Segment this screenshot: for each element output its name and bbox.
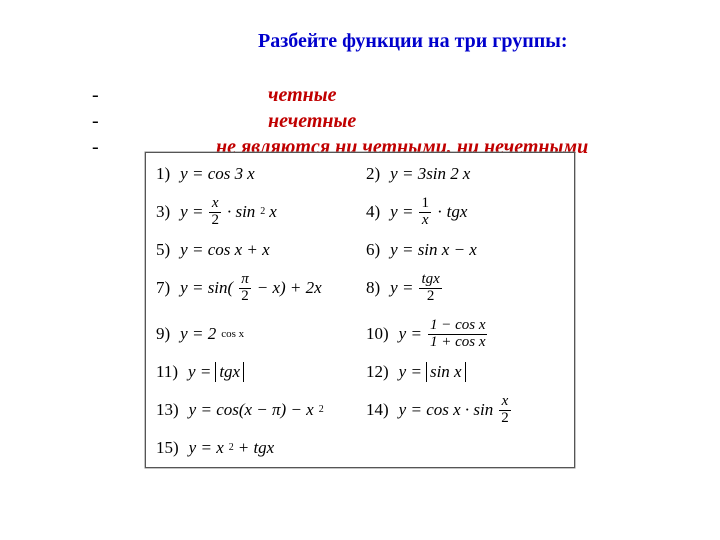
frac-bot: 2 xyxy=(209,213,221,229)
formula-row: 7) y = sin( π 2 − x) + 2x 8) y = tgx 2 xyxy=(156,265,568,311)
formula-text: y = cos(x − π) − x xyxy=(189,400,314,420)
formula-number: 7) xyxy=(156,278,170,298)
page: Разбейте функции на три группы: -четные … xyxy=(0,0,720,540)
formula-text: − x) + 2x xyxy=(257,278,322,298)
formula-number: 13) xyxy=(156,400,179,420)
page-title: Разбейте функции на три группы: xyxy=(258,30,568,53)
formula-text: · xyxy=(437,202,443,222)
frac-bot: 2 xyxy=(499,411,511,427)
formula-number: 11) xyxy=(156,362,178,382)
formula-number: 3) xyxy=(156,202,170,222)
formula-box: 1) y = cos 3x 2) y = 3sin 2x 3) y = x 2 … xyxy=(145,152,575,468)
fraction: x 2 xyxy=(499,394,511,427)
frac-bot: 2 xyxy=(239,289,251,305)
formula-text: y = cos x · sin xyxy=(399,400,494,420)
formula-row: 13) y = cos(x − π) − x2 14) y = cos x · … xyxy=(156,387,568,433)
formula-number: 2) xyxy=(366,164,380,184)
formula-number: 15) xyxy=(156,438,179,458)
frac-bot: x xyxy=(420,213,431,229)
bullet-label: четные xyxy=(106,82,337,108)
fraction: x 2 xyxy=(209,196,221,229)
formula-cell-9: 9) y = 2cos x xyxy=(156,324,358,344)
fraction: π 2 xyxy=(239,272,251,305)
formula-cell-14: 14) y = cos x · sin x 2 xyxy=(358,394,568,427)
formula-cell-15: 15) y = x2 + tgx xyxy=(156,438,358,458)
formula-text: + tgx xyxy=(238,438,275,458)
formula-cell-5: 5) y = cos x + x xyxy=(156,240,358,260)
dash-icon: - xyxy=(92,108,106,134)
formula-number: 8) xyxy=(366,278,380,298)
formula-number: 12) xyxy=(366,362,389,382)
formula-text: y = xyxy=(390,202,413,222)
formula-number: 9) xyxy=(156,324,170,344)
formula-cell-6: 6) y = sin x − x xyxy=(358,240,568,260)
dash-icon: - xyxy=(92,134,106,160)
abs-value: sin x xyxy=(426,362,466,382)
formula-cell-4: 4) y = 1 x · tgx xyxy=(358,196,568,229)
formula-cell-10: 10) y = 1 − cos x 1 + cos x xyxy=(358,318,568,351)
formula-text: y = xyxy=(188,362,211,382)
abs-value: tgx xyxy=(215,362,244,382)
formula-text: y = xyxy=(399,362,422,382)
formula-number: 10) xyxy=(366,324,389,344)
formula-text: y = xyxy=(180,202,203,222)
formula-text: y = sin( xyxy=(180,278,233,298)
formula-number: 1) xyxy=(156,164,170,184)
formula-number: 14) xyxy=(366,400,389,420)
frac-bot: 1 + cos x xyxy=(428,335,488,351)
formula-text: y = 2 xyxy=(180,324,216,344)
formula-row: 9) y = 2cos x 10) y = 1 − cos x 1 + cos … xyxy=(156,311,568,357)
formula-cell-13: 13) y = cos(x − π) − x2 xyxy=(156,400,358,420)
frac-top: 1 xyxy=(419,196,431,212)
fraction: 1 x xyxy=(419,196,431,229)
formula-text: · sin xyxy=(227,202,255,222)
formula-cell-7: 7) y = sin( π 2 − x) + 2x xyxy=(156,272,358,305)
frac-top: x xyxy=(500,394,511,410)
formula-text: tgx xyxy=(447,202,468,222)
formula-cell-2: 2) y = 3sin 2x xyxy=(358,164,568,184)
formula-row: 3) y = x 2 · sin 2 x 4) y = 1 x · tgx xyxy=(156,189,568,235)
formula-row: 1) y = cos 3x 2) y = 3sin 2x xyxy=(156,159,568,189)
formula-text: y = xyxy=(399,324,422,344)
formula-row: 15) y = x2 + tgx xyxy=(156,433,568,463)
formula-var: x xyxy=(247,164,255,184)
formula-number: 4) xyxy=(366,202,380,222)
formula-var: x xyxy=(269,202,277,222)
formula-number: 6) xyxy=(366,240,380,260)
frac-top: tgx xyxy=(419,272,441,288)
bullet-label: нечетные xyxy=(106,108,356,134)
formula-row: 5) y = cos x + x 6) y = sin x − x xyxy=(156,235,568,265)
bullet-row-1: -четные xyxy=(68,56,628,82)
fraction: 1 − cos x 1 + cos x xyxy=(428,318,488,351)
formula-cell-12: 12) y = sin x xyxy=(358,362,568,382)
formula-text: y = cos x + x xyxy=(180,240,270,260)
bullet-list: -четные -нечетные -не являются ни четным… xyxy=(68,56,628,134)
formula-text: y = sin x − x xyxy=(390,240,477,260)
formula-text: y = x xyxy=(189,438,224,458)
frac-top: x xyxy=(210,196,221,212)
formula-cell-11: 11) y = tgx xyxy=(156,362,358,382)
formula-cell-8: 8) y = tgx 2 xyxy=(358,272,568,305)
frac-bot: 2 xyxy=(425,289,437,305)
fraction: tgx 2 xyxy=(419,272,441,305)
formula-text: y = 3sin 2 xyxy=(390,164,459,184)
formula-text: y = cos 3 xyxy=(180,164,243,184)
formula-number: 5) xyxy=(156,240,170,260)
formula-var: x xyxy=(463,164,471,184)
frac-top: 1 − cos x xyxy=(428,318,488,334)
formula-row: 11) y = tgx 12) y = sin x xyxy=(156,357,568,387)
formula-cell-3: 3) y = x 2 · sin 2 x xyxy=(156,196,358,229)
formula-text: y = xyxy=(390,278,413,298)
dash-icon: - xyxy=(92,82,106,108)
formula-cell-1: 1) y = cos 3x xyxy=(156,164,358,184)
frac-top: π xyxy=(239,272,251,288)
